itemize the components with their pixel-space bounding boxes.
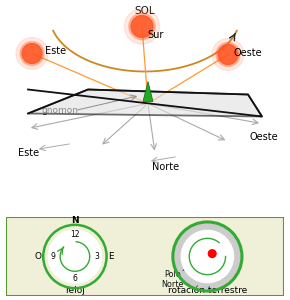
FancyBboxPatch shape bbox=[6, 217, 284, 296]
Text: 9: 9 bbox=[50, 252, 55, 261]
Circle shape bbox=[16, 38, 48, 70]
Text: 3: 3 bbox=[95, 252, 99, 261]
Text: reloj: reloj bbox=[65, 286, 85, 295]
Circle shape bbox=[129, 13, 155, 40]
Text: E: E bbox=[108, 252, 114, 261]
Text: rotación terrestre: rotación terrestre bbox=[168, 286, 247, 295]
Circle shape bbox=[20, 41, 44, 65]
Circle shape bbox=[182, 231, 233, 282]
Text: 6: 6 bbox=[72, 274, 77, 283]
Text: O: O bbox=[35, 252, 42, 261]
Text: Norte: Norte bbox=[152, 161, 179, 172]
Text: Oeste: Oeste bbox=[250, 131, 279, 142]
Circle shape bbox=[124, 9, 160, 44]
Text: N: N bbox=[71, 215, 79, 224]
Circle shape bbox=[208, 250, 216, 257]
Circle shape bbox=[174, 223, 241, 290]
Circle shape bbox=[218, 44, 238, 64]
Text: Este: Este bbox=[45, 46, 66, 56]
Text: Oeste: Oeste bbox=[233, 47, 262, 58]
Text: SOL: SOL bbox=[135, 5, 155, 16]
Text: gnomon: gnomon bbox=[42, 106, 79, 115]
Polygon shape bbox=[28, 89, 262, 116]
Circle shape bbox=[216, 43, 240, 67]
Polygon shape bbox=[143, 82, 153, 101]
Text: Este: Este bbox=[18, 148, 39, 158]
Text: Sur: Sur bbox=[147, 29, 163, 40]
Circle shape bbox=[131, 16, 153, 38]
Circle shape bbox=[48, 230, 102, 284]
Text: 12: 12 bbox=[70, 230, 80, 239]
Text: Polo
Norte: Polo Norte bbox=[162, 270, 184, 289]
Circle shape bbox=[212, 38, 244, 70]
Circle shape bbox=[22, 44, 42, 64]
